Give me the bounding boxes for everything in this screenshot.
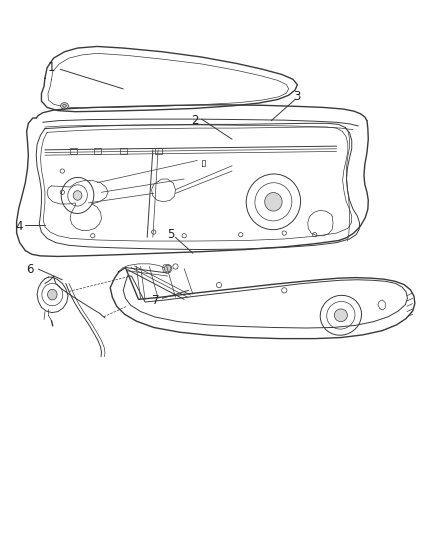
Bar	[120, 148, 127, 154]
Ellipse shape	[60, 103, 68, 109]
Ellipse shape	[265, 192, 282, 211]
Text: 4: 4	[15, 220, 22, 233]
Bar	[70, 148, 77, 154]
Bar	[155, 148, 162, 154]
Text: 2: 2	[191, 114, 199, 127]
Text: 6: 6	[26, 263, 33, 276]
Text: 1: 1	[48, 61, 55, 74]
Text: 7: 7	[152, 294, 159, 308]
Ellipse shape	[73, 191, 82, 200]
Ellipse shape	[334, 309, 347, 321]
Bar	[94, 148, 101, 154]
Ellipse shape	[164, 265, 171, 272]
Ellipse shape	[47, 289, 57, 300]
Text: 3: 3	[293, 90, 301, 103]
Text: 5: 5	[167, 228, 175, 241]
